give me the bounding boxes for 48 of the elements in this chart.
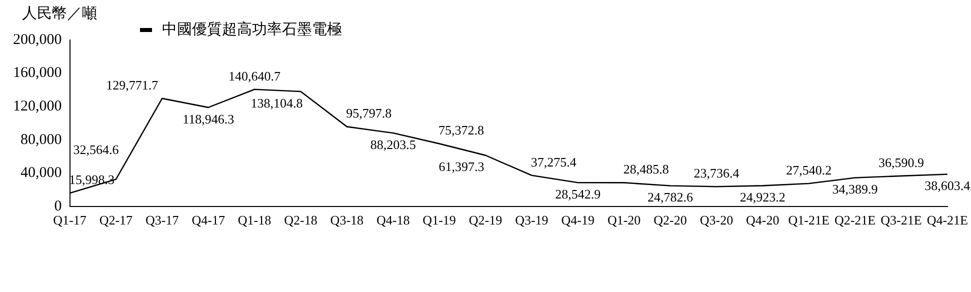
x-tick-label: Q1-20 [607,212,641,228]
x-tick-label: Q3-17 [146,212,180,228]
y-tick-label: 80,000 [20,132,62,148]
data-label: 34,389.9 [832,182,878,197]
y-tick-label: 40,000 [20,165,62,182]
data-label: 88,203.5 [370,136,416,152]
x-tick-label: Q3-19 [515,212,548,228]
data-label: 138,104.8 [250,95,303,110]
data-label: 75,372.8 [438,122,484,138]
x-tick-label: Q4-21E [926,212,968,228]
data-label: 140,640.7 [228,68,282,84]
x-tick-label: Q2-17 [99,212,134,228]
data-label: 32,564.6 [73,142,120,158]
x-tick-label: Q3-21E [880,212,922,228]
data-label: 24,782.6 [648,190,694,205]
data-label: 24,923.2 [740,190,786,205]
x-tick-label: Q1-17 [53,212,87,228]
data-label: 95,797.8 [346,106,392,121]
x-tick-label: Q2-21E [834,212,876,228]
y-tick-label: 0 [54,198,62,214]
data-label: 15,998.3 [69,172,114,188]
y-tick-label: 160,000 [13,65,62,82]
x-tick-label: Q4-20 [746,212,780,228]
data-label: 129,771.7 [106,77,159,92]
data-label: 118,946.3 [182,111,234,126]
data-label: 23,736.4 [694,166,740,181]
data-label: 38,603.4 [924,178,971,194]
y-tick-label: 200,000 [13,32,62,48]
x-tick-label: Q4-18 [376,212,410,228]
data-label: 27,540.2 [786,162,832,178]
x-tick-label: Q3-20 [700,212,734,228]
data-label: 28,542.9 [555,186,601,202]
x-tick-label: Q2-18 [284,212,318,228]
data-label: 61,397.3 [438,159,484,174]
x-tick-label: Q2-20 [654,212,687,228]
x-tick-label: Q1-21E [788,212,830,228]
x-tick-label: Q4-17 [192,212,226,228]
x-tick-label: Q4-19 [561,212,594,228]
x-tick-label: Q1-19 [422,212,456,228]
y-axis-title: 人民幣／噸 [22,4,97,23]
y-tick-label: 120,000 [13,98,62,114]
legend-label: 中國優質超高功率石墨電極 [162,20,342,39]
x-tick-label: Q1-18 [238,212,272,228]
data-label: 36,590.9 [878,154,924,170]
x-tick-label: Q3-18 [330,212,364,228]
data-label: 28,485.8 [623,162,669,177]
data-label: 37,275.4 [530,154,577,170]
x-tick-label: Q2-19 [468,212,502,228]
